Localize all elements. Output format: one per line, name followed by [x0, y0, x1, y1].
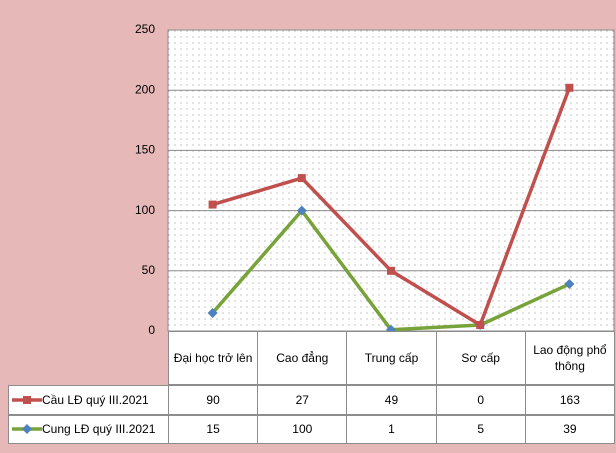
marker: [207, 307, 218, 318]
table-value: 90: [168, 385, 259, 415]
marker: [297, 174, 306, 183]
table-value: 100: [257, 414, 348, 444]
marker: [565, 83, 574, 92]
y-tick-label: 50: [142, 263, 156, 277]
legend-cell: Cầu LĐ quý III.2021: [8, 385, 169, 415]
legend-icon: [12, 395, 42, 404]
table-value: 1: [346, 414, 437, 444]
category-cell: Cao đẳng: [257, 331, 348, 385]
table-value: 27: [257, 385, 348, 415]
legend-label: Cung LĐ quý III.2021: [42, 422, 156, 437]
table-value: 163: [524, 385, 615, 415]
legend-cell: Cung LĐ quý III.2021: [8, 414, 169, 444]
marker: [476, 320, 485, 329]
table-value: 49: [346, 385, 437, 415]
legend-label: Cầu LĐ quý III.2021: [42, 392, 149, 407]
y-tick-label: 0: [148, 323, 155, 337]
y-tick-label: 200: [135, 82, 155, 96]
category-cell: Sơ cấp: [435, 331, 526, 385]
category-cell: Lao động phổ thông: [524, 331, 615, 385]
table-value: 39: [524, 414, 615, 444]
table-value: 0: [435, 385, 526, 415]
legend-icon: [12, 424, 42, 435]
category-cell: Đại học trở lên: [168, 331, 259, 385]
marker: [564, 279, 575, 290]
marker: [387, 266, 395, 275]
y-tick-label: 250: [135, 22, 155, 36]
y-tick-label: 100: [135, 203, 155, 217]
y-tick-label: 150: [135, 143, 155, 157]
marker: [208, 200, 217, 209]
marker: [296, 205, 307, 216]
category-cell: Trung cấp: [346, 331, 437, 385]
table-value: 5: [435, 414, 526, 444]
table-value: 15: [168, 414, 259, 444]
